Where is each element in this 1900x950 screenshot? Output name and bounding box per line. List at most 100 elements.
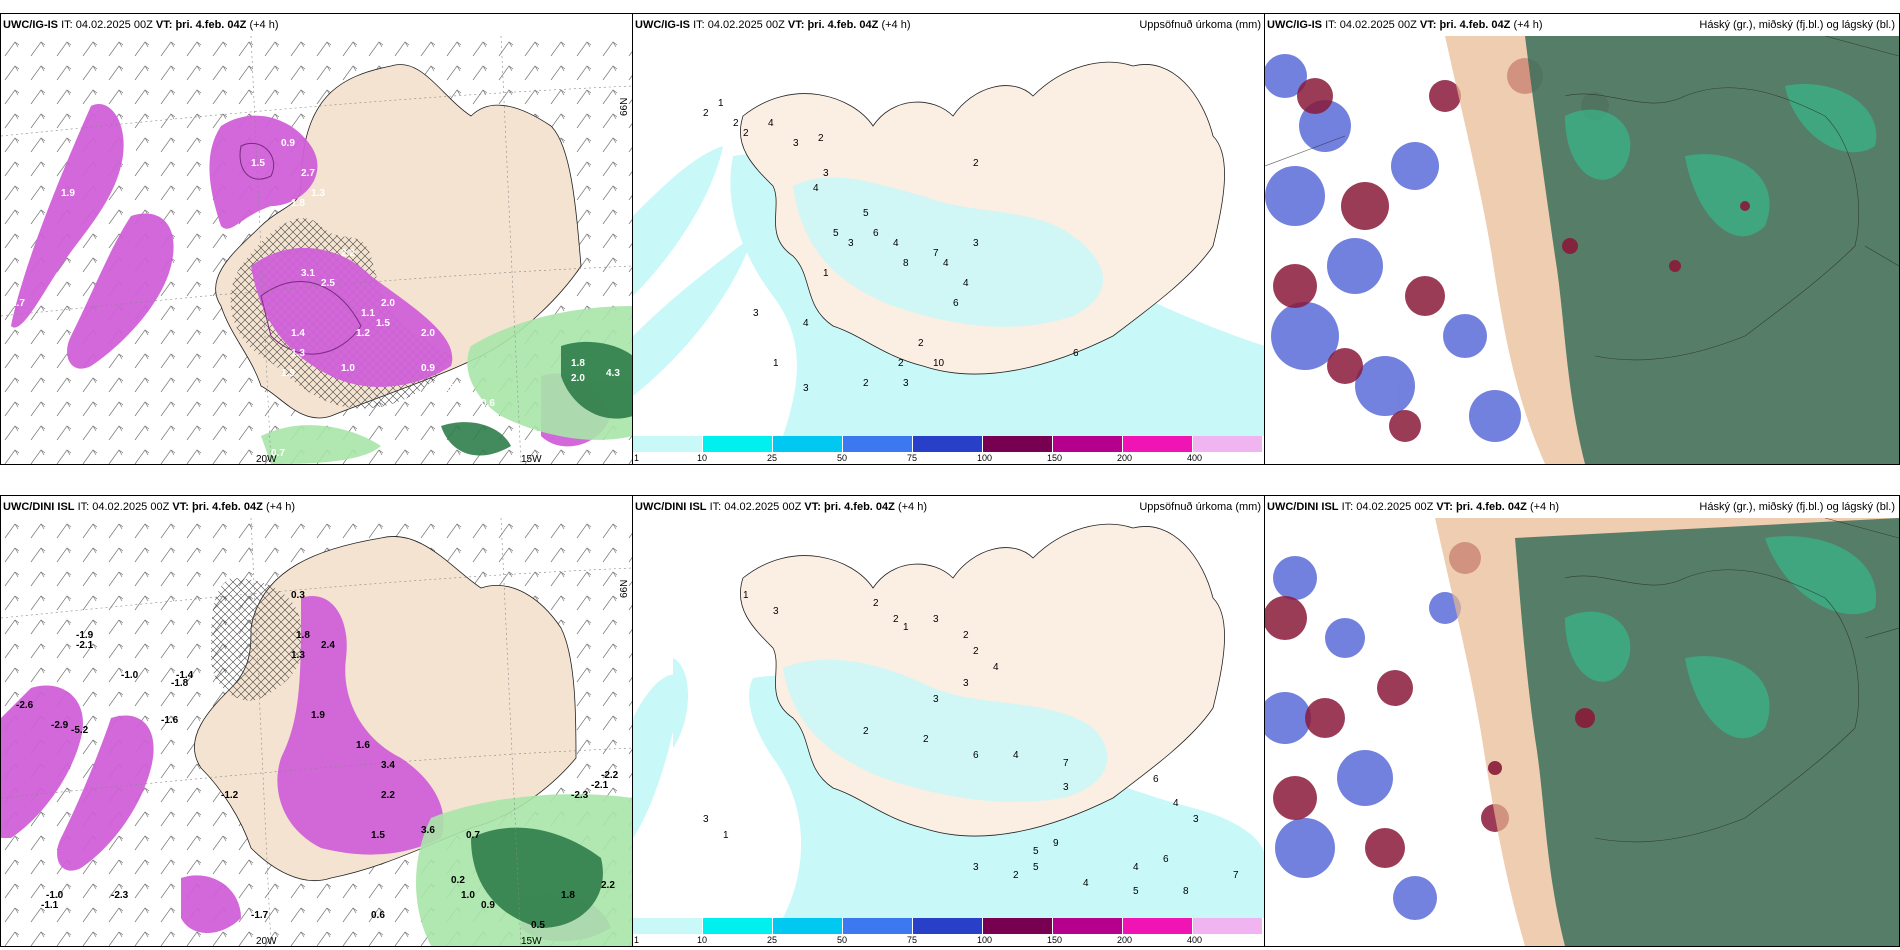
temperature-label: 3.6 bbox=[421, 825, 435, 836]
vt-value: þri. 4.feb. 04Z bbox=[1439, 19, 1511, 31]
model-name: UWC/IG-IS bbox=[1267, 19, 1322, 31]
precip-label: 2 bbox=[923, 734, 929, 745]
colorbar-swatch bbox=[843, 436, 913, 452]
temperature-label: 0.7 bbox=[466, 830, 480, 841]
temperature-label: 0.5 bbox=[531, 920, 545, 931]
model-name: UWC/DINI ISL bbox=[3, 501, 75, 513]
temperature-label: 1.5 bbox=[251, 158, 265, 169]
vt-label: VT: bbox=[804, 501, 821, 513]
temperature-label: 1.9 bbox=[61, 188, 75, 199]
temperature-labels: -1.9-2.1-1.0 -1.4-1.8-2.6-2.9 -5.2-1.6-1.2… bbox=[16, 590, 619, 931]
colorbar-tick: 50 bbox=[837, 935, 848, 945]
precip-label: 3 bbox=[933, 614, 939, 625]
precip-label: 1 bbox=[723, 830, 729, 841]
precip-label: 4 bbox=[1173, 798, 1179, 809]
temperature-label: 3.4 bbox=[381, 760, 395, 771]
vt-value: þri. 4.feb. 04Z bbox=[807, 19, 879, 31]
temperature-label: 2.5 bbox=[321, 278, 335, 289]
colorbar-tick: 75 bbox=[907, 453, 918, 463]
temperature-labels: 2.51.90.4 2.71.30.91.51.82.23.12.52.01.11… bbox=[11, 138, 620, 459]
colorbar-swatch bbox=[773, 918, 843, 934]
temperature-label: -2.9 bbox=[51, 720, 69, 731]
colorbar-tick: 25 bbox=[767, 935, 778, 945]
colorbar-tick: 100 bbox=[977, 453, 993, 463]
colorbar-tick: 100 bbox=[977, 935, 993, 945]
colorbar-swatch bbox=[913, 436, 983, 452]
precip-label: 3 bbox=[903, 378, 909, 389]
vt-label: VT: bbox=[155, 19, 173, 31]
temperature-label: 2.2 bbox=[601, 880, 615, 891]
temperature-label: 0.2 bbox=[451, 875, 465, 886]
lon-label: 20W bbox=[256, 936, 277, 946]
temperature-label: 1.8 bbox=[571, 358, 585, 369]
cloud-title: Háský (gr.), miðský (fj.bl.) og lágský (… bbox=[1699, 501, 1895, 513]
temperature-label: 1.5 bbox=[371, 830, 385, 841]
colorbar-tick: 50 bbox=[837, 453, 848, 463]
precip-colorbar: 1 10 25 50 75 100 150 200 400 bbox=[633, 436, 1265, 464]
cloud-map[interactable] bbox=[1265, 518, 1899, 946]
temperature-label: -2.6 bbox=[16, 700, 34, 711]
it-value: 04.02.2025 00Z bbox=[1356, 501, 1434, 513]
precip-label: 2 bbox=[893, 614, 899, 625]
vt-label: VT: bbox=[1436, 501, 1453, 513]
precip-label: 3 bbox=[933, 694, 939, 705]
temperature-label: 2.7 bbox=[301, 168, 315, 179]
colorbar-tick: 1 bbox=[634, 453, 640, 463]
vt-value: þri. 4.feb. 04Z bbox=[1455, 501, 1527, 513]
temperature-label: -2.2 bbox=[601, 770, 619, 781]
colorbar-tick: 200 bbox=[1117, 935, 1133, 945]
precip-label: 4 bbox=[993, 662, 999, 673]
precip-label: 4 bbox=[768, 118, 774, 129]
lon-label: 20W bbox=[256, 454, 277, 464]
precip-label: 6 bbox=[973, 750, 979, 761]
precip-label: 4 bbox=[1083, 878, 1089, 889]
vt-value: þri. 4.feb. 04Z bbox=[191, 501, 263, 513]
cloud-map[interactable] bbox=[1265, 36, 1899, 464]
precip-label: 2 bbox=[863, 726, 869, 737]
wind-temp-map[interactable]: 20W 15W 66N -1.9 -2.1 -1.0 -1.4 -1.8 -2.6 -2.9… bbox=[1, 518, 633, 946]
temperature-label: 2.0 bbox=[421, 328, 435, 339]
temperature-label: 1.3 bbox=[291, 650, 305, 661]
precip-label: 3 bbox=[753, 308, 759, 319]
lat-label: 66N bbox=[619, 580, 630, 598]
temperature-label: 2.0 bbox=[571, 373, 585, 384]
precip-label: 1 bbox=[823, 268, 829, 279]
vt-value: þri. 4.feb. 04Z bbox=[175, 19, 247, 31]
precip-label: 2 bbox=[743, 128, 749, 139]
colorbar-tick: 150 bbox=[1047, 935, 1063, 945]
temperature-label: 0.6 bbox=[481, 398, 495, 409]
colorbar-tick: 10 bbox=[697, 453, 708, 463]
temperature-label: -5.2 bbox=[71, 725, 89, 736]
temperature-label: -2.1 bbox=[76, 640, 94, 651]
colorbar-tick: 1 bbox=[634, 935, 640, 945]
precip-label: 7 bbox=[1063, 758, 1069, 769]
precip-label: 1 bbox=[903, 622, 909, 633]
precip-label: 3 bbox=[703, 814, 709, 825]
precip-label: 3 bbox=[973, 238, 979, 249]
model-name: UWC/IG-IS bbox=[635, 19, 690, 31]
precip-label: 4 bbox=[813, 183, 819, 194]
temperature-label: -1.1 bbox=[41, 900, 59, 911]
lat-label: 66N bbox=[619, 98, 630, 116]
temperature-label: 0.5 bbox=[441, 383, 455, 394]
precip-map[interactable]: 1 2 2 2 4 3 2 3 4 5 5 6 4 8 7 4 4 6 2 2 3 3 1 3 4 3 6 10 2 3 1 2 bbox=[633, 36, 1265, 436]
cloud-title: Háský (gr.), miðský (fj.bl.) og lágský (… bbox=[1699, 19, 1895, 31]
precip-label: 4 bbox=[1133, 862, 1139, 873]
precip-label: 3 bbox=[803, 383, 809, 394]
precip-label: 2 bbox=[898, 358, 904, 369]
vt-label: VT: bbox=[172, 501, 189, 513]
precip-label: 2 bbox=[973, 646, 979, 657]
vt-label: VT: bbox=[1419, 19, 1437, 31]
wind-temp-map[interactable]: 20W 15W 66N 2.5 1.9 0.4 2.7 1.3 0.9 1.5 1.8 2.2 3… bbox=[1, 36, 633, 464]
temperature-label: -1.0 bbox=[121, 670, 139, 681]
vt-value: þri. 4.feb. 04Z bbox=[823, 501, 895, 513]
colorbar-swatch bbox=[843, 918, 913, 934]
temperature-label: 1.4 bbox=[291, 328, 305, 339]
precip-label: 9 bbox=[1053, 838, 1059, 849]
precip-label: 5 bbox=[1033, 862, 1039, 873]
cloud-panel-r2: UWC/DINI ISL IT: 04.02.2025 00Z VT: þri.… bbox=[1264, 495, 1900, 947]
colorbar-swatch bbox=[703, 436, 773, 452]
panel-header: UWC/IG-IS IT: 04.02.2025 00Z VT: þri. 4.… bbox=[1265, 14, 1899, 36]
